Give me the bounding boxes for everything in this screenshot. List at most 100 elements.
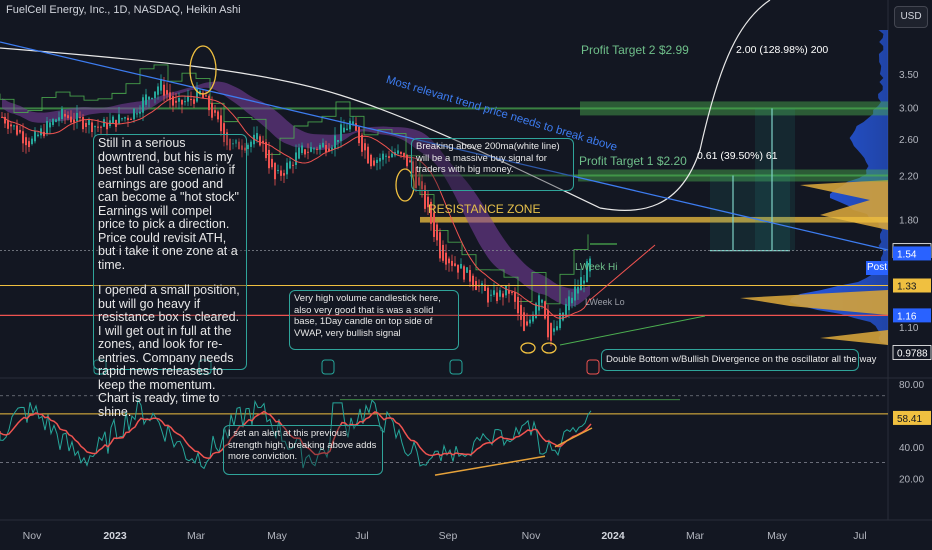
candle [559, 313, 561, 329]
candle [103, 119, 105, 127]
candle [19, 129, 21, 133]
price-badge-label: 1.54 [897, 249, 917, 260]
measure-1-label: 0.61 (39.50%) 61 [697, 150, 778, 162]
candle [133, 108, 135, 120]
candle [193, 99, 195, 104]
candle [88, 119, 90, 125]
candle [433, 212, 435, 237]
candle [361, 134, 363, 152]
candle [274, 162, 276, 180]
candle [421, 181, 423, 190]
price-badge [893, 246, 931, 261]
profit-target-2-zone [580, 101, 888, 116]
candle [586, 261, 588, 283]
week-hi-label: LWeek Hi [575, 262, 618, 273]
ma-200-projection [599, 0, 771, 212]
candle [142, 97, 144, 113]
candle [319, 145, 321, 150]
candle [532, 314, 534, 322]
candle [73, 119, 75, 123]
price-tick-label: 1.80 [899, 215, 919, 226]
candle [79, 116, 81, 118]
candle [250, 141, 252, 147]
candle [310, 146, 312, 152]
candle [505, 285, 507, 296]
candle [16, 125, 18, 135]
candle [139, 111, 141, 114]
rsi-tick-label: 40.00 [899, 443, 924, 454]
candle [379, 157, 381, 162]
candle [448, 258, 450, 264]
candle [67, 115, 69, 119]
candle [340, 124, 342, 141]
candle [169, 92, 171, 100]
candle [244, 147, 246, 151]
candle [523, 312, 525, 331]
ma-ribbon-fill [2, 81, 590, 307]
candle [439, 232, 441, 259]
profit-target-2-line [0, 107, 888, 110]
note-200ma[interactable]: Breaking above 200ma(white line) will be… [411, 138, 574, 191]
ema-red [1, 95, 591, 319]
resistance-zone-label: RESISTANCE ZONE [428, 202, 541, 216]
candle [97, 126, 99, 128]
candle [544, 301, 546, 319]
time-tick-label: 2024 [601, 530, 625, 542]
currency-button[interactable]: USD [894, 6, 928, 28]
candle [232, 143, 234, 145]
trend-line [0, 41, 889, 251]
candle [52, 119, 54, 125]
indicator-lines [0, 0, 889, 319]
candle [445, 252, 447, 265]
candle [145, 94, 147, 105]
candle [166, 90, 168, 95]
candle [223, 123, 225, 143]
week-lo-label: LWeek Lo [585, 297, 625, 307]
candle [241, 145, 243, 150]
candle [118, 114, 120, 124]
candle [289, 161, 291, 169]
candle [295, 152, 297, 165]
candle [226, 132, 228, 146]
candle [262, 140, 264, 144]
candle [13, 125, 15, 127]
candle [61, 108, 63, 120]
candle [91, 122, 93, 133]
candle [562, 312, 564, 321]
rsi-value-badge [893, 410, 931, 425]
candle [526, 321, 528, 326]
candle [400, 152, 402, 154]
candle [364, 143, 366, 151]
note-rsi-alert[interactable]: I set an alert at this previous strength… [223, 425, 383, 475]
note-double-bottom[interactable]: Double Bottom w/Bullish Divergence on th… [601, 349, 876, 371]
candle [349, 120, 351, 130]
candle [367, 146, 369, 164]
note-volume[interactable]: Very high volume candlestick here, also … [289, 290, 459, 350]
candle [436, 224, 438, 241]
candle [229, 138, 231, 151]
note-downtrend[interactable]: Still in a serious downtrend, but his is… [93, 134, 247, 418]
candle [385, 155, 387, 157]
candle [496, 292, 498, 302]
candle [184, 101, 186, 103]
candle [277, 169, 279, 171]
price-badge [892, 345, 932, 360]
price-badge-label: 1.16 [897, 311, 917, 322]
candle [271, 158, 273, 168]
candle [565, 304, 567, 317]
candle [160, 78, 162, 91]
candle [301, 145, 303, 154]
candle [388, 156, 390, 158]
candle [10, 124, 12, 127]
candle [187, 96, 189, 102]
time-tick-label: May [767, 530, 788, 542]
ma-200-line [0, 47, 601, 209]
candle [415, 167, 417, 189]
candle [286, 162, 288, 175]
price-badge-label: 0.9788 [897, 349, 928, 360]
candle [208, 95, 210, 111]
candle [358, 126, 360, 144]
rsi-tick-label: 80.00 [899, 380, 924, 391]
earnings-marker [586, 359, 600, 375]
